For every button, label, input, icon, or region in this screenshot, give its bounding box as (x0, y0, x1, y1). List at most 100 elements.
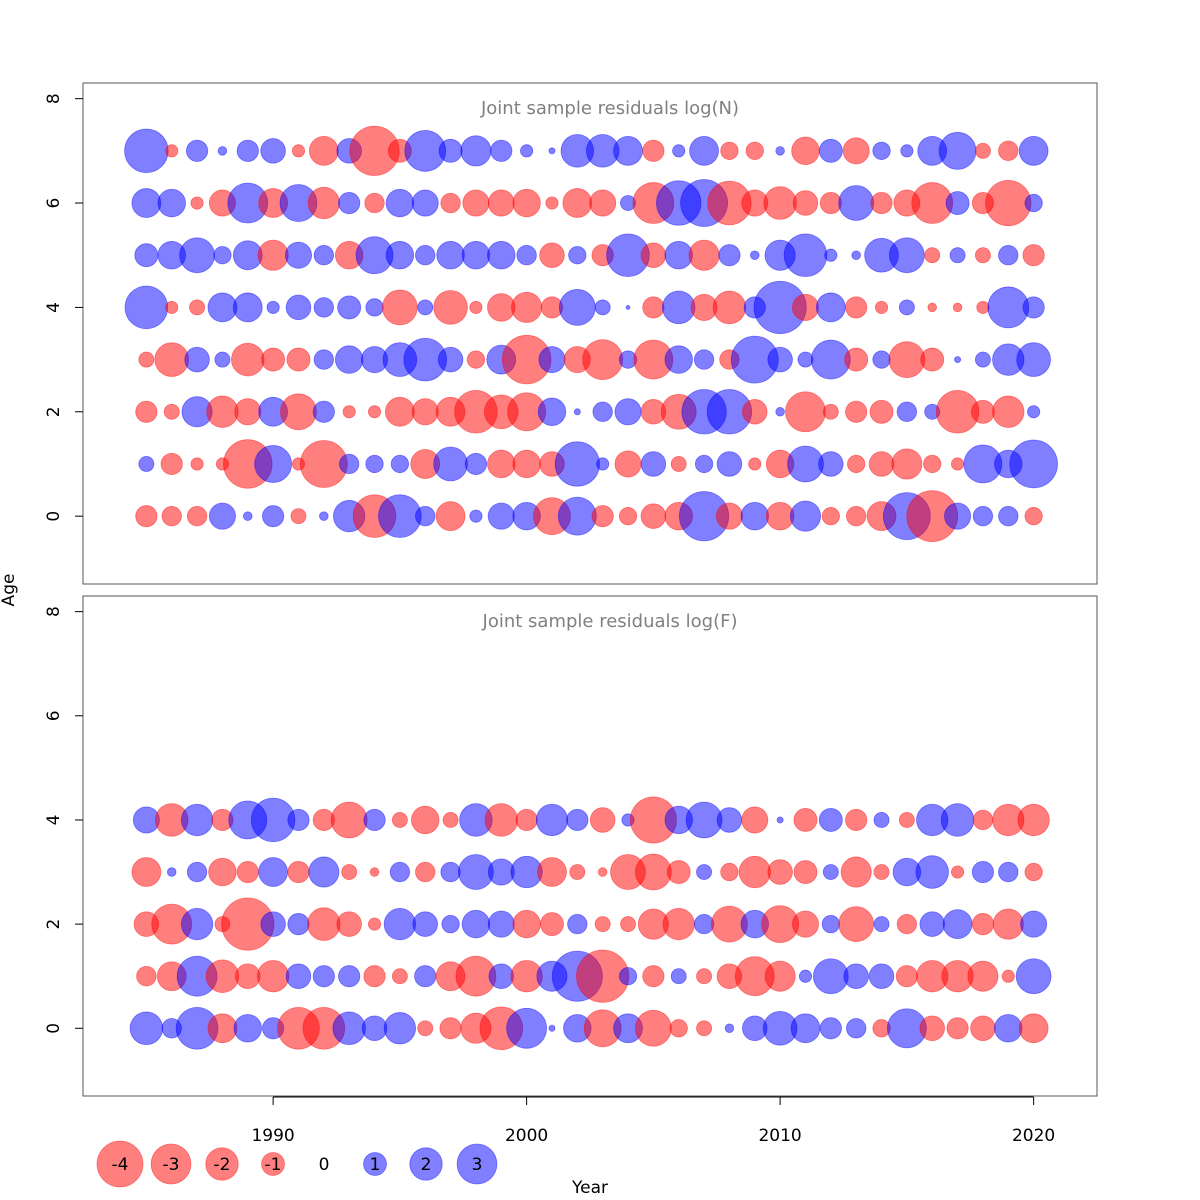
bubble-point (260, 911, 286, 937)
bubble-point (672, 144, 686, 158)
bubble-point (670, 968, 687, 985)
bubble-point (951, 457, 965, 471)
legend-label: 3 (472, 1155, 483, 1175)
bubble-point (365, 298, 384, 317)
legend-bubble (261, 1152, 285, 1176)
legend-bubble (150, 1143, 192, 1185)
bubble-point (847, 454, 866, 474)
bubble-point (998, 505, 1019, 527)
bubble-point (896, 401, 918, 422)
bubble-point (389, 861, 411, 883)
bubble-point (336, 911, 362, 937)
bubble-point (822, 864, 839, 881)
bubble-point (998, 140, 1019, 162)
panel-title: Joint sample residuals log(N) (480, 98, 739, 119)
bubble-point (516, 245, 537, 266)
legend-bubble (205, 1147, 239, 1181)
legend-label: -1 (265, 1155, 282, 1175)
bubble-point (843, 963, 869, 989)
bubble-point (284, 241, 312, 269)
bubble-point (1024, 862, 1043, 882)
y-tick-label: 2 (44, 919, 64, 930)
bubble-point (440, 861, 461, 883)
bubble-point (868, 451, 895, 477)
bubble-point (924, 247, 941, 264)
bubble-point (487, 241, 516, 270)
bubble-point (488, 963, 515, 989)
bubble-point (313, 245, 334, 266)
bubble-point (319, 511, 329, 521)
bubble-point (815, 292, 846, 323)
bubble-point (818, 138, 843, 163)
bubble-point (927, 302, 937, 313)
x-axis: 1990 2000 2010 2020 (251, 1096, 1055, 1146)
bubble-point (822, 403, 839, 420)
bubble-point (613, 135, 643, 166)
panel-log-n: Joint sample residuals log(N) 0 2 4 6 8 (44, 82, 1098, 585)
bubble-point (972, 809, 994, 831)
bubble-point (469, 509, 483, 523)
bubble-point (748, 457, 762, 471)
bubble-point (135, 505, 158, 528)
bubble-point (944, 502, 972, 530)
bubble-point (136, 966, 157, 987)
bubble-point (540, 912, 564, 937)
bubble-point (161, 505, 182, 527)
bubble-point (838, 906, 875, 942)
bubble-point (776, 816, 784, 824)
bubble-point (742, 399, 768, 425)
bubble-point (385, 188, 415, 218)
bubble-point (1009, 439, 1058, 489)
bubble-point (724, 1023, 735, 1034)
bubble-point (618, 507, 638, 526)
bubble-point (440, 192, 461, 214)
bubble-point (840, 856, 872, 888)
bubble-point (464, 452, 488, 476)
legend-bubble (96, 1140, 144, 1188)
bubble-point (562, 188, 593, 218)
bubble-point (308, 135, 339, 166)
bubble-point (231, 342, 265, 377)
bubble-point (558, 289, 596, 326)
bubble-point (160, 452, 183, 476)
bubble-point (417, 299, 434, 316)
panel-frame (82, 82, 1098, 585)
bubble-point (818, 451, 844, 477)
bubble-point (1018, 135, 1049, 166)
bubble-point (792, 190, 819, 216)
legend-bubble (363, 1152, 387, 1176)
bubble-point (661, 290, 696, 325)
bubble-point (520, 144, 534, 158)
bubble-point (286, 347, 311, 372)
bubble-point (411, 805, 440, 835)
bubble-point (845, 296, 868, 319)
bubble-point (537, 857, 567, 887)
bubble-point (712, 290, 747, 325)
bubble-point (254, 445, 293, 483)
bubble-point (872, 350, 891, 369)
bubble-point (573, 408, 581, 416)
bubble-point (738, 855, 771, 889)
bubble-point (949, 247, 966, 264)
bubble-point (233, 1014, 262, 1043)
bubble-point (920, 347, 945, 372)
bubble-point (339, 453, 360, 475)
bubble-point (414, 965, 437, 988)
bubble-point (851, 250, 861, 260)
bubble-point (797, 351, 814, 368)
y-tick-label: 8 (44, 93, 64, 104)
bubble-point (793, 808, 818, 832)
y-axis-label: Age (0, 574, 19, 607)
bubble-point (548, 1024, 556, 1032)
bubble-point (206, 395, 239, 428)
bubble-point (548, 147, 556, 155)
bubble-point (846, 505, 867, 527)
bubble-point (1024, 193, 1043, 213)
bubble-point (385, 396, 415, 427)
bubble-point (662, 907, 695, 941)
bubble-point (515, 808, 538, 832)
bubble-point (258, 857, 288, 887)
bubble-point (951, 865, 965, 879)
bubble-point (888, 341, 926, 378)
